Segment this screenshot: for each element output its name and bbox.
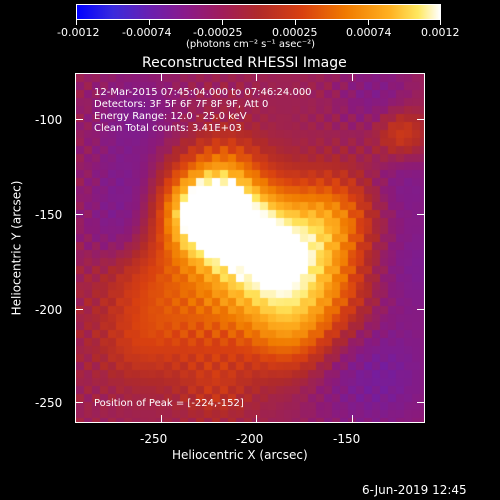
peak-position-text: Position of Peak = [-224,-152] [94, 398, 244, 409]
y-tick [75, 119, 83, 120]
colorbar [76, 4, 441, 20]
x-tick [256, 415, 257, 423]
colorbar-tick [222, 20, 223, 25]
y-tick [417, 402, 425, 403]
colorbar-tick [368, 20, 369, 25]
colorbar-tick-label: -0.00025 [193, 26, 243, 39]
y-tick [75, 214, 83, 215]
colorbar-tick [440, 20, 441, 25]
x-tick-label: -200 [236, 432, 264, 446]
reconstructed-image [76, 74, 424, 422]
colorbar-tick-label: -0.0012 [57, 26, 100, 39]
x-tick [352, 73, 353, 81]
colorbar-tick-label: 0.0012 [421, 26, 460, 39]
colorbar-tick-label: 0.00074 [346, 26, 392, 39]
y-tick [417, 309, 425, 310]
y-tick [417, 214, 425, 215]
image-plot: 12-Mar-2015 07:45:04.000 to 07:46:24.000… [75, 73, 425, 423]
x-axis-label: Heliocentric X (arcsec) [172, 448, 308, 462]
y-tick-label: -150 [35, 208, 63, 222]
x-tick [256, 73, 257, 81]
y-tick-label: -200 [35, 303, 63, 317]
colorbar-tick [76, 20, 77, 25]
colorbar-units: (photons cm⁻² s⁻¹ asec⁻²) [186, 39, 316, 50]
x-tick-label: -250 [140, 432, 168, 446]
colorbar-tick [295, 20, 296, 25]
y-tick-label: -100 [35, 113, 63, 127]
x-tick [161, 415, 162, 423]
x-tick [352, 415, 353, 423]
plot-title: Reconstructed RHESSI Image [142, 55, 347, 71]
colorbar-tick-label: 0.00025 [272, 26, 318, 39]
y-axis-label: Heliocentric Y (arcsec) [9, 180, 24, 316]
energy-range-text: Energy Range: 12.0 - 25.0 keV [94, 111, 247, 122]
y-tick [75, 309, 83, 310]
generation-date: 6-Jun-2019 12:45 [362, 483, 467, 497]
x-tick-label: -150 [333, 432, 361, 446]
x-tick [161, 73, 162, 81]
y-tick [75, 402, 83, 403]
colorbar-tick [149, 20, 150, 25]
colorbar-tick-label: -0.00074 [122, 26, 172, 39]
time-range-text: 12-Mar-2015 07:45:04.000 to 07:46:24.000 [94, 87, 312, 98]
y-tick-label: -250 [35, 396, 63, 410]
y-tick [417, 119, 425, 120]
clean-counts-text: Clean Total counts: 3.41E+03 [94, 123, 242, 134]
detectors-text: Detectors: 3F 5F 6F 7F 8F 9F, Att 0 [94, 99, 269, 110]
